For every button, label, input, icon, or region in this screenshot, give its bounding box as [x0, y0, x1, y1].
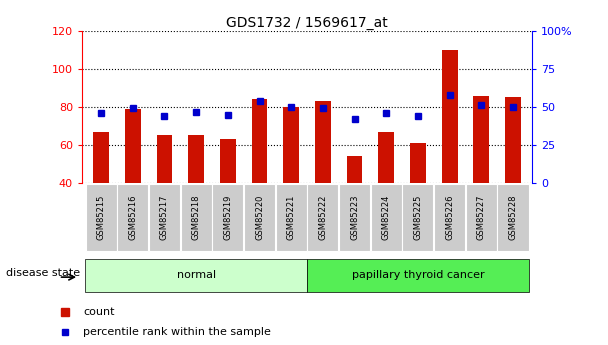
FancyBboxPatch shape — [497, 184, 528, 251]
FancyBboxPatch shape — [117, 184, 148, 251]
Bar — [93, 132, 109, 183]
Bar — [441, 50, 458, 183]
FancyBboxPatch shape — [434, 184, 465, 251]
FancyBboxPatch shape — [85, 259, 307, 292]
Bar — [252, 99, 268, 183]
Text: GSM85228: GSM85228 — [508, 195, 517, 240]
Text: GSM85225: GSM85225 — [413, 195, 423, 240]
Bar — [283, 107, 299, 183]
Text: GSM85217: GSM85217 — [160, 195, 169, 240]
Text: count: count — [83, 307, 115, 317]
FancyBboxPatch shape — [86, 184, 117, 251]
FancyBboxPatch shape — [402, 184, 434, 251]
FancyBboxPatch shape — [275, 184, 306, 251]
Text: GSM85219: GSM85219 — [223, 195, 232, 240]
FancyBboxPatch shape — [149, 184, 180, 251]
Text: GSM85222: GSM85222 — [319, 195, 327, 240]
Bar — [505, 98, 521, 183]
Text: papillary thyroid cancer: papillary thyroid cancer — [351, 270, 484, 280]
FancyBboxPatch shape — [466, 184, 497, 251]
Text: GSM85223: GSM85223 — [350, 195, 359, 240]
Text: disease state: disease state — [6, 268, 80, 278]
Bar — [156, 136, 173, 183]
Text: GSM85220: GSM85220 — [255, 195, 264, 240]
Text: GSM85226: GSM85226 — [445, 195, 454, 240]
Bar — [474, 96, 489, 183]
Text: GSM85224: GSM85224 — [382, 195, 391, 240]
Text: normal: normal — [176, 270, 216, 280]
Text: percentile rank within the sample: percentile rank within the sample — [83, 327, 271, 337]
Bar — [125, 109, 140, 183]
FancyBboxPatch shape — [181, 184, 212, 251]
FancyBboxPatch shape — [212, 184, 243, 251]
FancyBboxPatch shape — [244, 184, 275, 251]
FancyBboxPatch shape — [371, 184, 402, 251]
Bar — [188, 136, 204, 183]
Bar — [410, 143, 426, 183]
FancyBboxPatch shape — [339, 184, 370, 251]
Bar — [220, 139, 236, 183]
FancyBboxPatch shape — [307, 259, 529, 292]
FancyBboxPatch shape — [308, 184, 339, 251]
Text: GSM85216: GSM85216 — [128, 195, 137, 240]
Bar — [315, 101, 331, 183]
Text: GSM85221: GSM85221 — [287, 195, 295, 240]
Title: GDS1732 / 1569617_at: GDS1732 / 1569617_at — [226, 16, 388, 30]
Text: GSM85218: GSM85218 — [192, 195, 201, 240]
Text: GSM85215: GSM85215 — [97, 195, 106, 240]
Bar — [378, 132, 394, 183]
Text: GSM85227: GSM85227 — [477, 195, 486, 240]
Bar — [347, 156, 362, 183]
